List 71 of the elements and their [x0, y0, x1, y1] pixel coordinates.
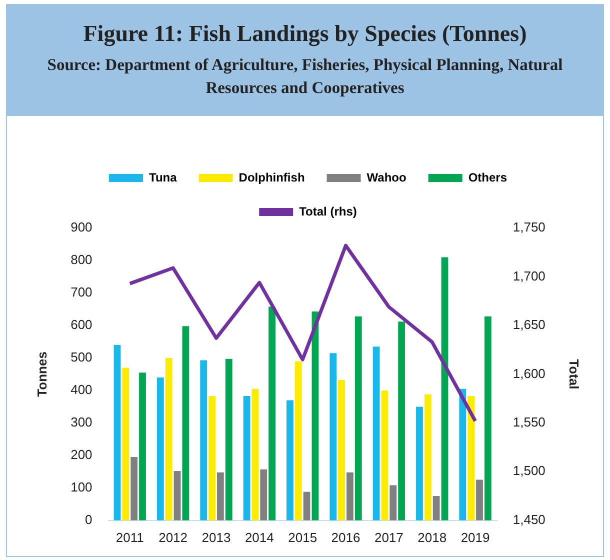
bar: [432, 496, 440, 520]
chart-title: Figure 11: Fish Landings by Species (Tonnes): [82, 21, 528, 47]
y2-tick-label: 1,650: [512, 317, 546, 332]
y2-tick-label: 1,700: [512, 268, 546, 284]
x-tick-label: 2011: [116, 530, 144, 545]
y2-tick-label: 1,500: [512, 463, 546, 478]
legend-label: Wahoo: [366, 170, 406, 184]
x-tick-label: 2018: [418, 530, 447, 545]
x-tick-label: 2015: [288, 530, 318, 545]
x-tick-label: 2012: [158, 530, 188, 545]
bar: [398, 322, 406, 520]
y-tick-label: 200: [70, 447, 92, 462]
bar: [476, 480, 483, 520]
y-axis-title: Tonnes: [34, 352, 50, 397]
bar: [122, 368, 130, 520]
bar: [381, 390, 388, 520]
y2-tick-label: 1,750: [512, 220, 546, 235]
y-tick-label: 500: [70, 350, 92, 365]
bar: [156, 377, 164, 520]
bar: [260, 469, 268, 520]
y2-tick-label: 1,600: [512, 366, 546, 381]
bar: [114, 344, 121, 520]
bar: [294, 361, 302, 520]
chart-subtitle: Source: Department of Agriculture, Fisheries, Physical Planning, Natural Resources and Cooperatives: [46, 54, 564, 99]
bar: [441, 257, 448, 520]
bar: [416, 406, 423, 520]
y2-tick-label: 1,450: [512, 512, 546, 527]
y-tick-label: 0: [85, 512, 92, 527]
y-tick-label: 300: [70, 414, 92, 430]
bar: [268, 306, 276, 520]
legend-label: Others: [468, 170, 508, 184]
bar: [252, 388, 259, 520]
bar: [139, 372, 146, 520]
bar: [459, 388, 466, 520]
x-tick-label: 2013: [202, 530, 231, 545]
bar: [390, 485, 397, 520]
y-tick-label: 900: [70, 220, 92, 235]
bar: [312, 311, 319, 520]
bar: [372, 346, 380, 520]
bar: [484, 316, 492, 520]
legend-label: Dolphinfish: [238, 170, 305, 184]
bar: [338, 380, 345, 520]
bar: [200, 360, 208, 520]
bar: [354, 316, 362, 520]
bar: [468, 396, 475, 520]
bar: [243, 396, 250, 520]
y2-tick-label: 1,550: [512, 414, 546, 430]
y-tick-label: 700: [70, 284, 92, 300]
bar: [208, 396, 216, 520]
x-tick-label: 2019: [460, 530, 490, 545]
bar: [216, 472, 224, 520]
x-tick-label: 2014: [244, 530, 274, 545]
x-tick-label: 2017: [374, 530, 404, 545]
bar: [303, 492, 310, 520]
y-tick-label: 400: [70, 382, 92, 398]
legend-label: Tuna: [149, 170, 178, 184]
y-tick-label: 100: [70, 479, 92, 494]
bar: [330, 353, 337, 520]
bar: [182, 326, 190, 520]
x-tick-label: 2016: [331, 530, 360, 545]
bar: [165, 358, 172, 520]
bar: [424, 394, 432, 520]
y2-axis-title: Total: [566, 359, 582, 390]
bar: [130, 457, 138, 520]
bar: [286, 400, 294, 520]
y-tick-label: 800: [70, 252, 92, 268]
bar: [225, 358, 232, 520]
bar: [346, 472, 354, 520]
y-tick-label: 600: [70, 317, 92, 332]
legend-label: Total (rhs): [299, 204, 357, 218]
bar: [174, 471, 181, 520]
